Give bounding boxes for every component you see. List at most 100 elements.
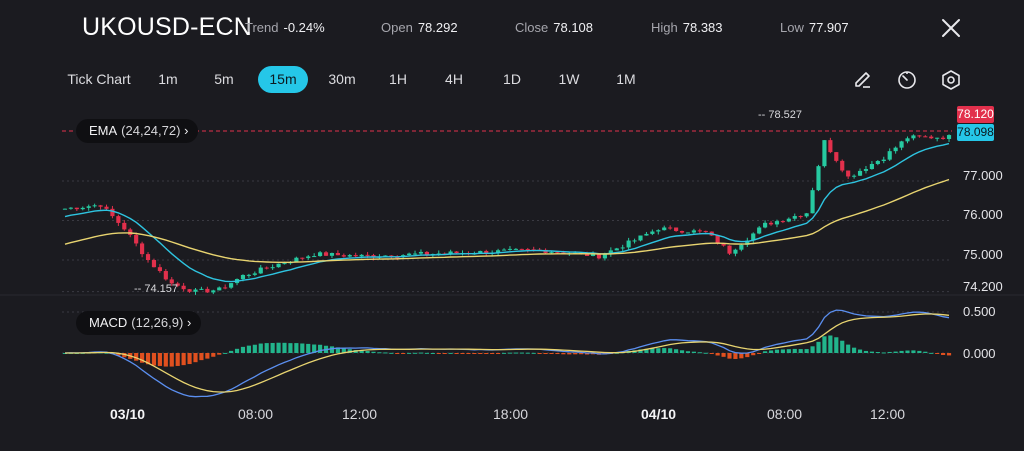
macd-bar	[187, 353, 192, 365]
candle-body	[181, 285, 186, 290]
candle-body	[727, 245, 732, 254]
candle-body	[697, 230, 702, 232]
macd-bar	[282, 342, 287, 353]
candle-body	[68, 207, 73, 209]
tab-30m[interactable]: 30m	[328, 71, 356, 87]
candle-body	[205, 288, 210, 293]
settings-hexagon-icon[interactable]	[940, 69, 962, 91]
candle-body	[270, 267, 275, 269]
candle-body	[318, 252, 323, 257]
timeframe-bar: Tick Chart 1m 5m 15m 30m 1H 4H 1D 1W 1M	[0, 66, 1024, 94]
tab-tick-chart[interactable]: Tick Chart	[67, 71, 131, 87]
macd-bar	[543, 353, 548, 354]
price-tick: 74.200	[963, 279, 1003, 294]
macd-bar	[816, 341, 821, 353]
tab-15m[interactable]: 15m	[258, 66, 308, 93]
time-label: 12:00	[870, 406, 906, 422]
macd-bar	[869, 351, 874, 353]
macd-bar	[270, 342, 275, 353]
macd-bar	[739, 353, 744, 359]
candle-body	[590, 253, 596, 256]
candle-body	[668, 227, 673, 229]
pencil-icon[interactable]	[852, 69, 874, 91]
candle-body	[329, 252, 335, 256]
tab-1w[interactable]: 1W	[558, 71, 580, 87]
macd-indicator-pill[interactable]: MACD (12,26,9) ›	[76, 311, 202, 335]
candle-body	[104, 206, 109, 209]
candles	[62, 134, 952, 295]
price-chart[interactable]	[0, 96, 1024, 398]
low-marker: -- 74.157	[134, 283, 179, 295]
trend-value: -0.24%	[283, 20, 325, 35]
candle-body	[899, 141, 904, 148]
macd-bar	[501, 352, 507, 354]
high-marker: -- 78.527	[758, 109, 803, 121]
macd-bar	[395, 353, 400, 354]
macd-bar	[721, 353, 726, 357]
macd-bar	[288, 343, 293, 353]
ema-indicator-pill[interactable]: EMA (24,24,72) ›	[76, 119, 199, 143]
macd-bar	[359, 350, 364, 353]
tab-1h[interactable]: 1H	[389, 71, 407, 87]
macd-bar	[276, 342, 281, 353]
macd-bar	[525, 352, 530, 354]
ema-params: (24,24,72)	[121, 123, 181, 138]
candle-body	[62, 208, 68, 210]
macd-bar	[389, 352, 394, 354]
tab-1mo[interactable]: 1M	[616, 71, 636, 87]
candle-body	[454, 251, 459, 254]
macd-bar	[122, 353, 127, 358]
candle-body	[246, 274, 251, 276]
macd-bar	[246, 345, 251, 353]
candle-body	[353, 255, 358, 257]
tab-1m[interactable]: 1m	[158, 71, 178, 87]
candle-body	[217, 287, 222, 291]
macd-bar	[733, 353, 738, 359]
macd-bar	[840, 340, 845, 353]
high-label: High	[651, 20, 678, 35]
candle-body	[721, 243, 726, 246]
macd-bar	[151, 353, 157, 366]
candle-body	[525, 249, 530, 251]
candle-body	[679, 230, 685, 233]
macd-bar	[401, 353, 406, 354]
macd-bar	[454, 353, 459, 354]
macd-tick: 0.000	[963, 346, 996, 361]
macd-bar	[810, 346, 815, 353]
price-tick: 76.000	[963, 207, 1003, 222]
candle-body	[347, 255, 352, 257]
macd-bar	[507, 352, 513, 354]
macd-bar	[887, 351, 892, 353]
macd-bar	[650, 348, 655, 353]
macd-bar	[205, 353, 210, 359]
candle-body	[175, 283, 180, 286]
tab-1d[interactable]: 1D	[503, 71, 521, 87]
candle-body	[335, 252, 340, 256]
macd-bar	[377, 352, 382, 354]
candle-body	[116, 216, 121, 223]
macd-bar	[751, 353, 756, 356]
candle-body	[140, 243, 145, 255]
low-value: 77.907	[808, 20, 849, 35]
open-stat: Open 78.292	[381, 20, 458, 35]
close-stat: Close 78.108	[515, 20, 593, 35]
tab-5m[interactable]: 5m	[214, 71, 234, 87]
candle-body	[768, 222, 774, 225]
macd-bar	[478, 353, 483, 354]
candle-body	[816, 166, 821, 191]
macd-bar	[923, 351, 928, 353]
macd-bar	[371, 351, 376, 353]
macd-bar	[774, 349, 780, 353]
timer-icon[interactable]	[896, 69, 918, 91]
close-icon[interactable]	[941, 18, 961, 38]
candle-body	[507, 248, 513, 250]
candle-body	[822, 140, 827, 167]
macd-bar	[691, 351, 696, 353]
candle-body	[650, 231, 655, 234]
tab-4h[interactable]: 4H	[445, 71, 463, 87]
macd-bar	[917, 350, 922, 353]
macd-bar	[745, 353, 750, 358]
trend-stat: Trend -0.24%	[245, 20, 325, 35]
low-label: Low	[780, 20, 804, 35]
ema-slow-line	[64, 178, 950, 263]
